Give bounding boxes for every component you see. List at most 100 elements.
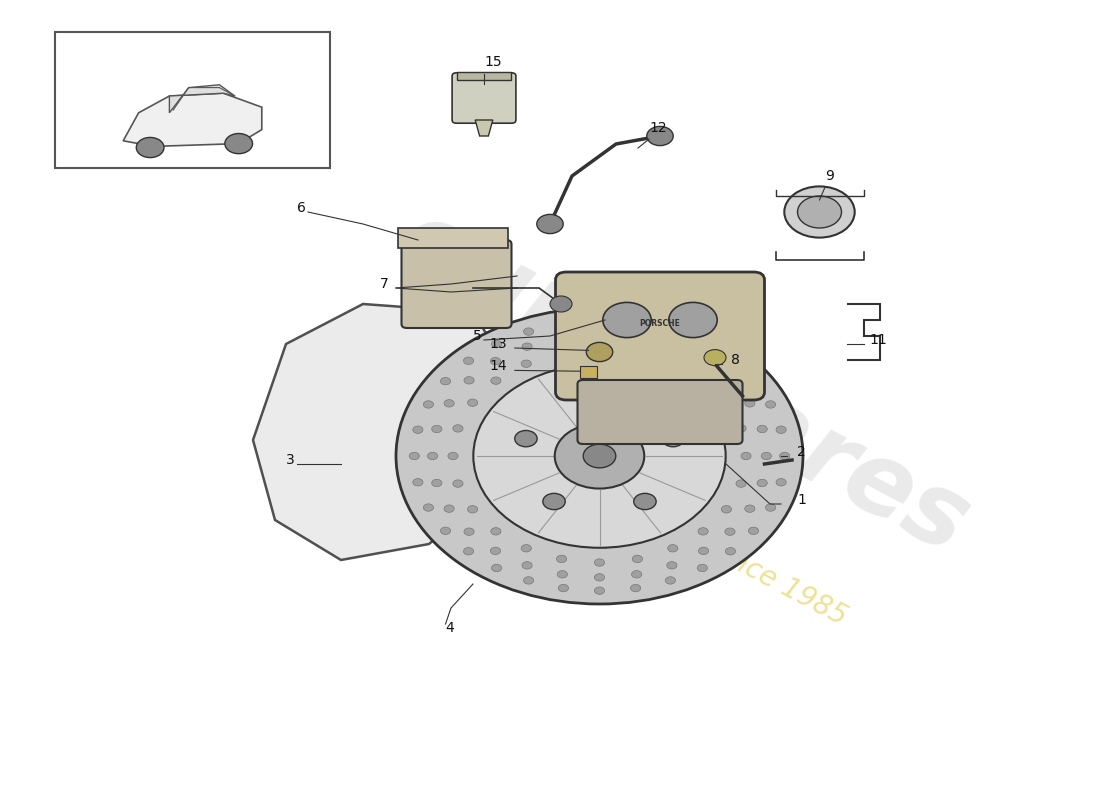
Circle shape — [524, 328, 534, 335]
Circle shape — [725, 377, 735, 384]
Circle shape — [745, 400, 755, 407]
Circle shape — [412, 426, 424, 434]
Circle shape — [464, 377, 474, 384]
Circle shape — [521, 360, 531, 367]
Text: 2: 2 — [798, 445, 806, 459]
Circle shape — [632, 555, 642, 562]
Text: 7: 7 — [379, 277, 388, 291]
Circle shape — [594, 587, 605, 594]
Circle shape — [431, 479, 442, 486]
Circle shape — [224, 134, 253, 154]
Circle shape — [631, 334, 641, 342]
Circle shape — [537, 214, 563, 234]
Circle shape — [453, 425, 463, 432]
Circle shape — [136, 138, 164, 158]
Polygon shape — [407, 280, 473, 312]
Circle shape — [725, 357, 736, 365]
Circle shape — [550, 296, 572, 312]
Circle shape — [603, 302, 651, 338]
Circle shape — [776, 478, 786, 486]
Circle shape — [748, 527, 759, 534]
Circle shape — [784, 186, 855, 238]
Circle shape — [634, 494, 656, 510]
Circle shape — [631, 570, 641, 578]
Text: a passion for parts since 1985: a passion for parts since 1985 — [469, 409, 851, 631]
Circle shape — [491, 547, 501, 554]
Circle shape — [722, 399, 732, 406]
Polygon shape — [169, 85, 235, 113]
Circle shape — [662, 430, 684, 446]
Circle shape — [697, 564, 707, 572]
Circle shape — [491, 377, 501, 384]
FancyBboxPatch shape — [452, 73, 516, 123]
Text: 1: 1 — [798, 493, 806, 507]
Circle shape — [586, 342, 613, 362]
Circle shape — [396, 308, 803, 604]
Circle shape — [440, 527, 451, 534]
Circle shape — [428, 452, 438, 460]
Circle shape — [521, 545, 531, 552]
Text: 15: 15 — [484, 55, 502, 70]
FancyBboxPatch shape — [456, 72, 512, 80]
Circle shape — [798, 196, 842, 228]
Circle shape — [594, 331, 605, 338]
Text: 14: 14 — [490, 359, 507, 374]
Polygon shape — [123, 94, 262, 146]
Circle shape — [473, 364, 726, 548]
Circle shape — [412, 478, 424, 486]
Text: 11: 11 — [869, 333, 887, 347]
Circle shape — [444, 505, 454, 512]
Circle shape — [515, 430, 537, 446]
Circle shape — [698, 547, 708, 554]
Circle shape — [630, 320, 640, 328]
Circle shape — [463, 547, 474, 555]
Circle shape — [431, 426, 442, 433]
Circle shape — [588, 392, 610, 408]
Circle shape — [522, 343, 532, 350]
Circle shape — [453, 480, 463, 487]
Circle shape — [558, 570, 568, 578]
Circle shape — [748, 378, 759, 385]
Text: 8: 8 — [732, 353, 740, 367]
FancyBboxPatch shape — [556, 272, 764, 400]
Circle shape — [468, 399, 477, 406]
Circle shape — [468, 506, 477, 513]
Circle shape — [725, 547, 736, 555]
Circle shape — [594, 318, 605, 325]
Circle shape — [647, 126, 673, 146]
Circle shape — [557, 555, 566, 562]
Circle shape — [409, 452, 419, 460]
Circle shape — [698, 528, 708, 535]
Circle shape — [558, 334, 568, 342]
Circle shape — [448, 452, 458, 460]
Circle shape — [491, 358, 501, 365]
Circle shape — [745, 505, 755, 512]
Polygon shape — [580, 366, 597, 378]
Circle shape — [725, 528, 735, 535]
FancyBboxPatch shape — [578, 380, 742, 444]
Polygon shape — [475, 120, 493, 136]
Text: 13: 13 — [490, 337, 507, 351]
Circle shape — [522, 562, 532, 569]
FancyBboxPatch shape — [398, 228, 508, 248]
Circle shape — [594, 574, 605, 581]
Text: 9: 9 — [825, 169, 834, 183]
Text: 6: 6 — [297, 201, 306, 215]
Circle shape — [554, 423, 645, 489]
Circle shape — [668, 545, 678, 552]
Circle shape — [698, 358, 708, 365]
Circle shape — [583, 444, 616, 468]
Text: 12: 12 — [649, 121, 667, 135]
Circle shape — [669, 302, 717, 338]
Circle shape — [766, 401, 775, 408]
Circle shape — [736, 480, 746, 487]
Circle shape — [736, 425, 746, 432]
Circle shape — [667, 343, 676, 350]
Circle shape — [697, 340, 707, 348]
Circle shape — [666, 577, 675, 584]
Circle shape — [667, 562, 676, 569]
Polygon shape — [253, 304, 517, 560]
Circle shape — [722, 506, 732, 513]
Text: 4: 4 — [446, 621, 454, 635]
Text: eurospares: eurospares — [379, 193, 984, 575]
